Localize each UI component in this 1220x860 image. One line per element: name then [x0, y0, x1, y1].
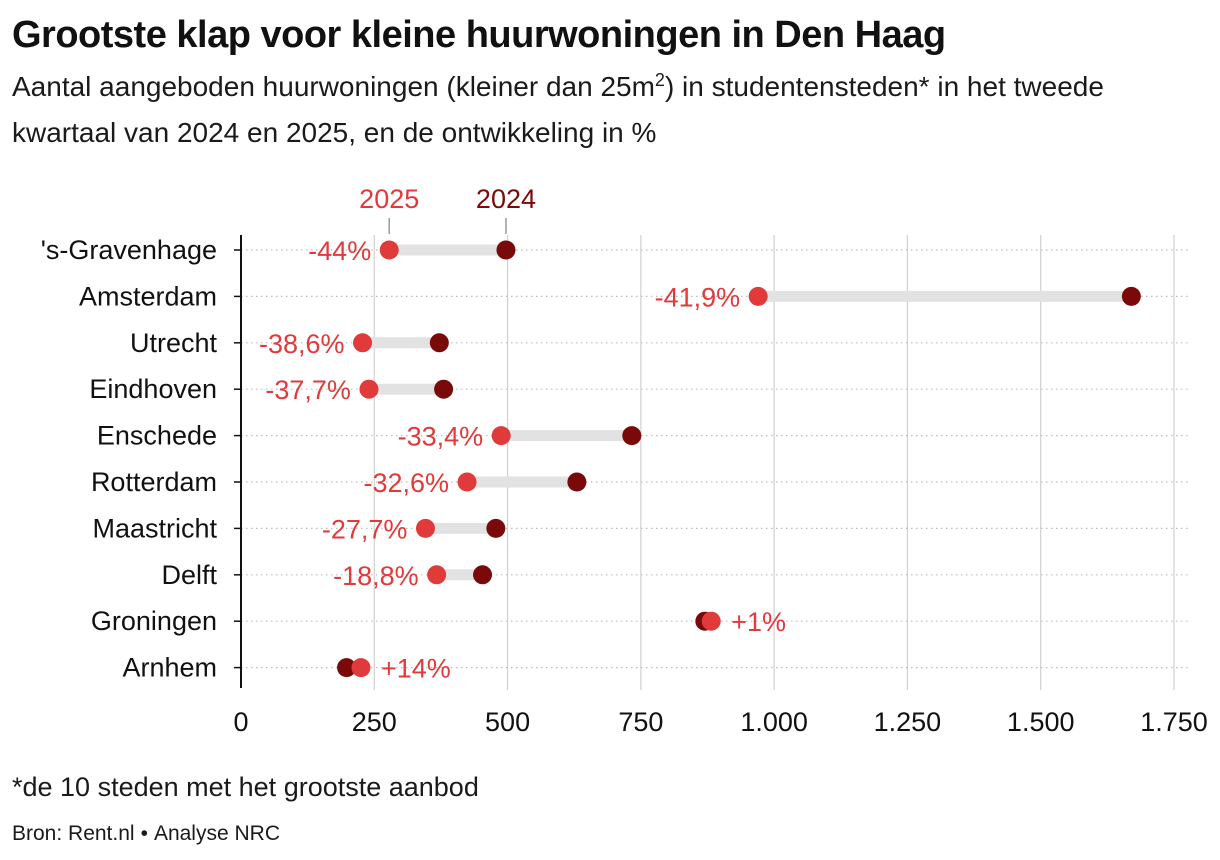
dot-2025 [748, 286, 768, 306]
dot-2025 [427, 565, 447, 585]
category-label: Delft [161, 560, 217, 590]
change-label: -37,7% [265, 375, 351, 405]
dot-2025 [351, 658, 371, 678]
subtitle-superscript: 2 [654, 70, 665, 90]
dot-2025 [379, 240, 399, 260]
category-label: Enschede [97, 421, 217, 451]
dot-2024 [473, 565, 493, 585]
change-label: -44% [308, 236, 371, 266]
category-label: 's-Gravenhage [41, 235, 217, 265]
change-label: -41,9% [655, 282, 741, 312]
legend-label-2025: 2025 [359, 184, 419, 214]
dot-2024 [429, 333, 449, 353]
subtitle-text-2: ) in studentensteden* in het tweede kwar… [12, 71, 1104, 148]
footnote: *de 10 steden met het grootste aanbod [12, 772, 479, 802]
x-tick-label: 1.750 [1140, 707, 1208, 737]
x-tick-label: 1.000 [740, 707, 808, 737]
change-label: -38,6% [259, 329, 345, 359]
category-label: Maastricht [92, 513, 217, 543]
x-tick-label: 1.500 [1007, 707, 1075, 737]
dot-2025 [415, 518, 435, 538]
dot-2025 [457, 472, 477, 492]
dumbbell-chart: 0 250 500 750 1.000 1.250 1.500 1.750 2025 2024 's… [41, 184, 1208, 737]
dot-2024 [622, 426, 642, 446]
source-line: Bron: Rent.nl • Analyse NRC [12, 822, 280, 846]
subtitle-text-1: Aantal aangeboden huurwoningen (kleiner … [12, 71, 655, 102]
dot-2024 [567, 472, 587, 492]
change-label: +14% [381, 654, 451, 684]
x-tick-label: 0 [233, 707, 248, 737]
x-tick-label: 500 [485, 707, 530, 737]
dot-2024 [486, 518, 506, 538]
chart-title: Grootste klap voor kleine huurwoningen i… [12, 14, 946, 56]
category-label: Groningen [91, 606, 217, 636]
dot-2025 [359, 379, 379, 399]
source-separator: • [140, 822, 148, 845]
change-label: -27,7% [322, 514, 408, 544]
x-tick-label: 750 [618, 707, 663, 737]
category-label: Amsterdam [79, 281, 217, 311]
legend-label-2024: 2024 [476, 184, 536, 214]
chart-subtitle: Aantal aangeboden huurwoningen (kleiner … [12, 64, 1212, 156]
source-text: Bron: Rent.nl [12, 822, 135, 845]
category-label: Arnhem [122, 653, 217, 683]
change-label: +1% [731, 607, 786, 637]
change-label: -33,4% [398, 422, 484, 452]
x-tick-label: 250 [352, 707, 397, 737]
dot-2024 [496, 240, 516, 260]
category-label: Utrecht [130, 328, 218, 358]
category-label: Eindhoven [89, 374, 217, 404]
change-label: -32,6% [363, 468, 449, 498]
category-label: Rotterdam [91, 467, 217, 497]
source-analysis: Analyse NRC [153, 822, 280, 845]
dot-2025 [491, 426, 511, 446]
dot-2025 [353, 333, 373, 353]
dot-2024 [1121, 286, 1141, 306]
x-tick-label: 1.250 [874, 707, 942, 737]
dot-2024 [337, 658, 357, 678]
dot-2025 [701, 611, 721, 631]
dot-2024 [434, 379, 454, 399]
change-label: -18,8% [333, 561, 419, 591]
